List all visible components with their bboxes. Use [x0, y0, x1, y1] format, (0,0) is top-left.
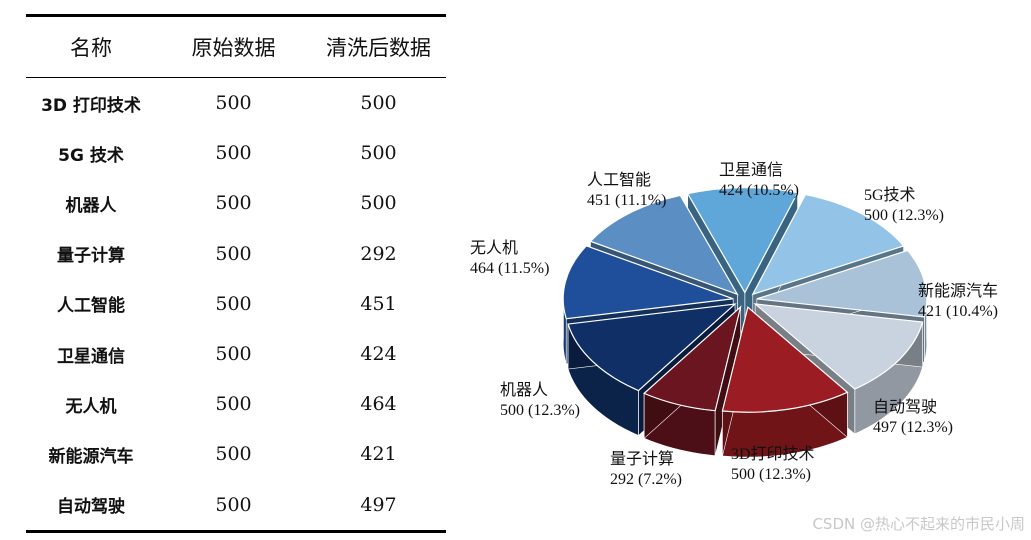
pie-slice-3D打印技术: [721, 306, 849, 413]
pie-label-value: 451 (11.1%): [587, 192, 667, 209]
cell-cleaned: 451: [360, 292, 397, 315]
pie-label-drone: 无人机 464 (11.5%): [470, 239, 549, 279]
header-raw: 原始数据: [156, 14, 311, 78]
pie-label-value: 424 (10.5%): [719, 182, 799, 199]
table-row: 无人机 500 464: [26, 379, 446, 429]
cell-raw: 500: [215, 242, 252, 265]
cell-name: 新能源汽车: [48, 446, 134, 467]
cell-cleaned: 500: [360, 92, 397, 115]
table-row: 机器人 500 500: [26, 178, 446, 228]
pie-label-value: 464 (11.5%): [470, 260, 550, 277]
pie-label-autonomous-driving: 自动驾驶 497 (12.3%): [873, 398, 953, 438]
cell-raw: 500: [156, 479, 311, 533]
pie-slice-人工智能: [589, 194, 739, 296]
cell-cleaned: 421: [360, 443, 397, 466]
pie-slice-5G技术: [751, 193, 905, 296]
pie-label-name: 自动驾驶: [873, 399, 938, 416]
table-row: 自动驾驶 500 497: [26, 479, 446, 533]
pie-label-value: 500 (12.3%): [731, 466, 811, 483]
pie-slice-无人机: [562, 245, 734, 320]
pie-label-value: 500 (12.3%): [864, 207, 944, 224]
watermark: CSDN @热心不起来的市民小周: [812, 515, 1025, 533]
pie-label-value: 292 (7.2%): [610, 471, 682, 488]
cell-raw: 500: [215, 443, 252, 466]
pie-label-ai: 人工智能 451 (11.1%): [587, 171, 666, 211]
cell-name: 卫星通信: [57, 346, 125, 367]
cell-name: 人工智能: [57, 296, 125, 317]
cell-name: 量子计算: [57, 246, 125, 267]
table-row: 人工智能 500 451: [26, 279, 446, 329]
pie-label-new-energy-vehicle: 新能源汽车 421 (10.4%): [918, 282, 998, 322]
cell-name: 3D 打印技术: [41, 95, 141, 116]
pie-label-name: 人工智能: [587, 172, 652, 189]
pie-label-name: 卫星通信: [719, 162, 784, 179]
table-row: 3D 打印技术 500 500: [26, 78, 446, 129]
pie-chart: 3D打印技术 500 (12.3%) 自动驾驶 497 (12.3%) 新能源汽…: [460, 150, 1031, 510]
pie-label-value: 500 (12.3%): [500, 402, 580, 419]
pie-label-robot: 机器人 500 (12.3%): [500, 381, 580, 421]
pie-label-name: 机器人: [500, 382, 549, 399]
cell-cleaned: 292: [360, 242, 397, 265]
pie-slice-新能源汽车: [756, 249, 928, 318]
pie-chart-svg: [562, 187, 928, 458]
cell-name: 机器人: [65, 195, 117, 216]
cell-name: 自动驾驶: [26, 479, 156, 533]
table-row: 5G 技术 500 500: [26, 128, 446, 178]
header-cleaned: 清洗后数据: [311, 14, 446, 78]
cell-raw: 500: [215, 343, 252, 366]
cell-raw: 500: [215, 92, 252, 115]
pie-label-name: 量子计算: [610, 451, 675, 468]
cell-cleaned: 497: [311, 479, 446, 533]
pie-slice-自动驾驶: [753, 303, 924, 390]
table-row: 卫星通信 500 424: [26, 329, 446, 379]
cell-cleaned: 500: [360, 142, 397, 165]
pie-label-3d-printing: 3D打印技术 500 (12.3%): [731, 445, 815, 485]
table-header-row: 名称 原始数据 清洗后数据: [26, 14, 446, 78]
cell-raw: 500: [215, 393, 252, 416]
pie-slice-卫星通信: [686, 187, 799, 294]
table-row: 量子计算 500 292: [26, 229, 446, 279]
cell-raw: 500: [215, 142, 252, 165]
pie-slice-量子计算: [643, 305, 742, 412]
header-name: 名称: [26, 14, 156, 78]
pie-label-satellite: 卫星通信 424 (10.5%): [719, 161, 799, 201]
pie-label-quantum: 量子计算 292 (7.2%): [610, 450, 682, 490]
cell-cleaned: 424: [360, 343, 397, 366]
pie-label-name: 5G技术: [864, 187, 916, 204]
pie-label-5g: 5G技术 500 (12.3%): [864, 186, 944, 226]
data-table-container: 名称 原始数据 清洗后数据 3D 打印技术 500 500 5G 技术 500 …: [26, 14, 446, 533]
table-row: 新能源汽车 500 421: [26, 429, 446, 479]
data-table: 名称 原始数据 清洗后数据 3D 打印技术 500 500 5G 技术 500 …: [26, 14, 446, 533]
pie-label-name: 无人机: [470, 240, 519, 257]
pie-slice-机器人: [567, 303, 737, 392]
cell-cleaned: 500: [360, 192, 397, 215]
pie-label-name: 3D打印技术: [731, 446, 815, 463]
cell-raw: 500: [215, 192, 252, 215]
pie-label-value: 497 (12.3%): [873, 419, 953, 436]
cell-cleaned: 464: [360, 393, 397, 416]
pie-label-name: 新能源汽车: [918, 283, 999, 300]
cell-name: 5G 技术: [58, 145, 124, 166]
pie-label-value: 421 (10.4%): [918, 303, 998, 320]
cell-raw: 500: [215, 292, 252, 315]
cell-name: 无人机: [65, 396, 117, 417]
